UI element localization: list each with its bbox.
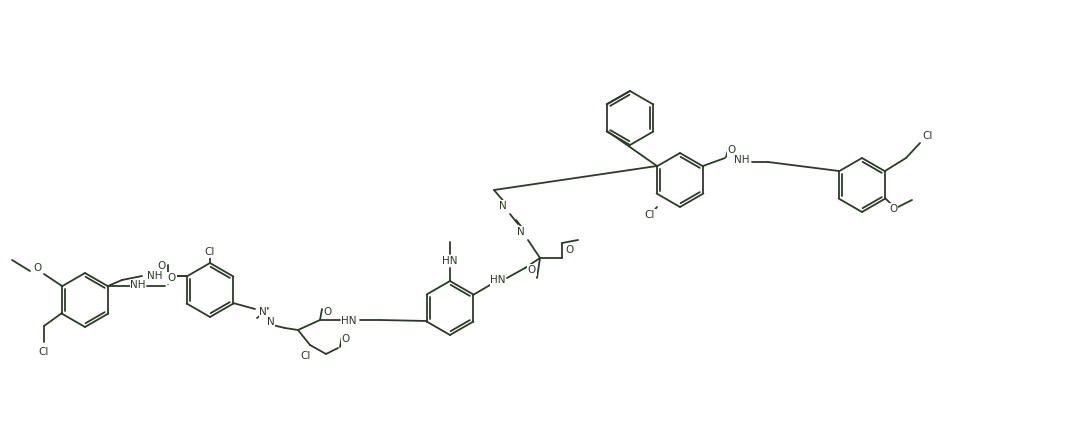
Text: O: O bbox=[889, 204, 897, 214]
Text: N: N bbox=[500, 201, 507, 211]
Text: Cl: Cl bbox=[923, 131, 933, 141]
Text: Cl: Cl bbox=[39, 347, 50, 357]
Text: HN: HN bbox=[341, 316, 357, 326]
Text: HN: HN bbox=[442, 256, 457, 266]
Text: N: N bbox=[268, 317, 275, 327]
Text: O: O bbox=[728, 145, 736, 155]
Text: N: N bbox=[259, 307, 267, 317]
Text: O: O bbox=[528, 265, 536, 275]
Text: Cl: Cl bbox=[205, 247, 215, 257]
Text: O: O bbox=[565, 245, 574, 255]
Text: O: O bbox=[158, 261, 166, 271]
Text: NH: NH bbox=[734, 155, 750, 165]
Text: Cl: Cl bbox=[301, 351, 311, 361]
Text: NH: NH bbox=[147, 271, 163, 281]
Text: O: O bbox=[324, 307, 332, 317]
Text: HN: HN bbox=[490, 275, 506, 285]
Text: Cl: Cl bbox=[645, 210, 655, 220]
Text: O: O bbox=[342, 334, 350, 344]
Text: N: N bbox=[517, 227, 524, 237]
Text: O: O bbox=[32, 263, 41, 273]
Text: O: O bbox=[168, 273, 176, 283]
Text: NH: NH bbox=[131, 280, 146, 290]
